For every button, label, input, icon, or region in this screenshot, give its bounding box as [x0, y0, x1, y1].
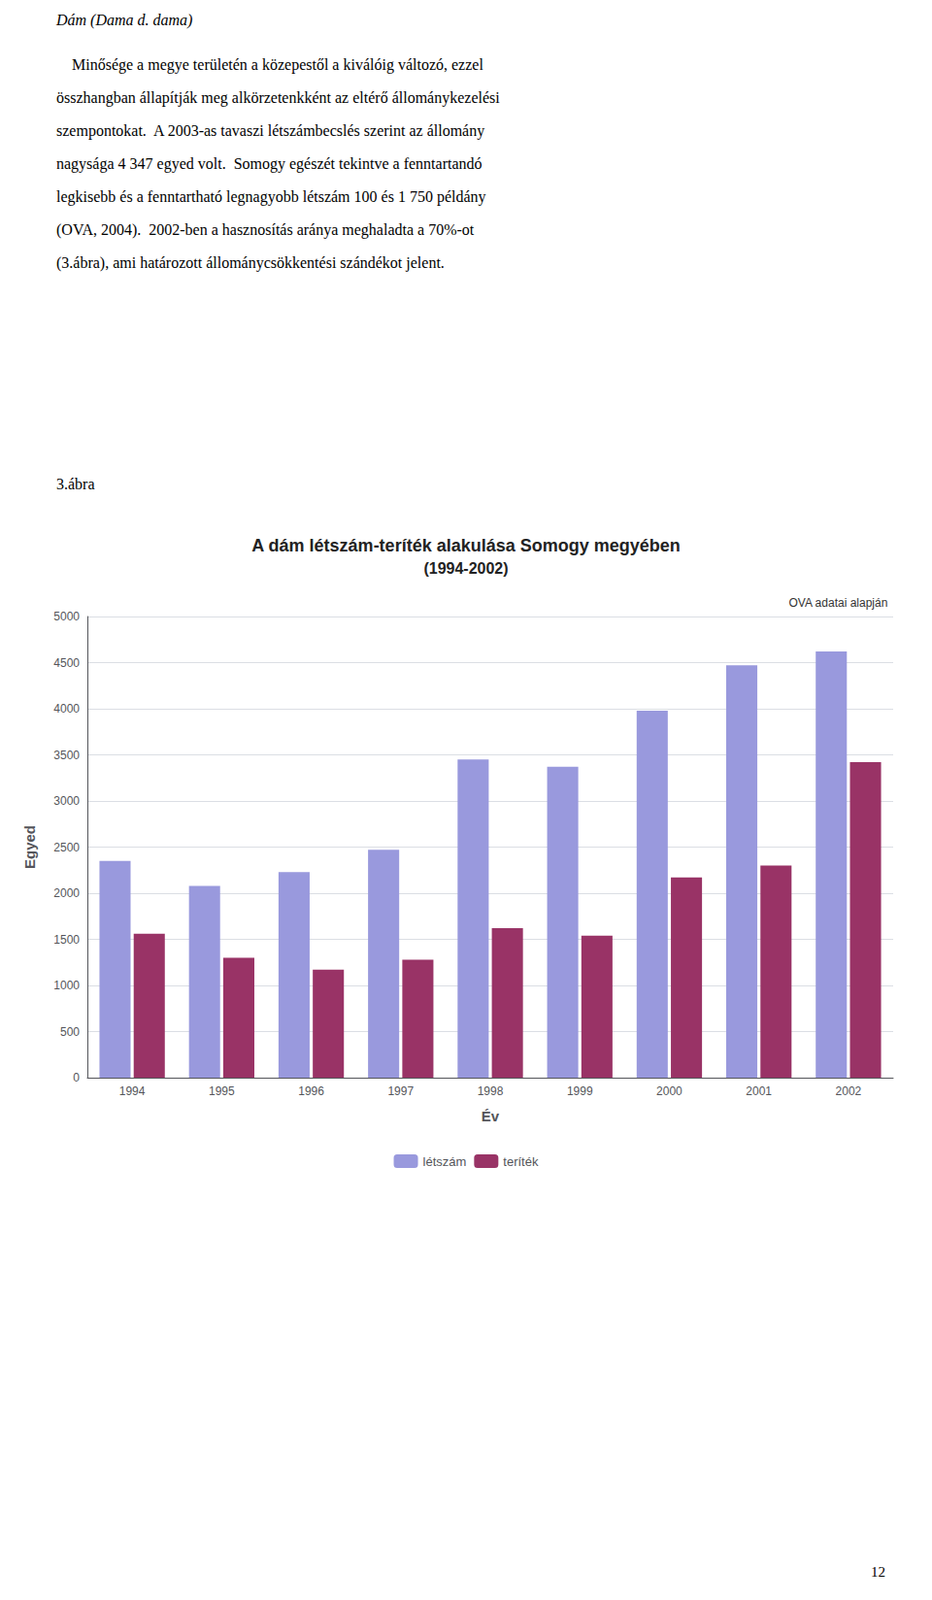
html-text:nagysága 4 347 egyed volt. Som: nagysága 4 347 egyed volt. Somogy egészé… — [56, 155, 483, 172]
svg-text:1500: 1500 — [53, 932, 80, 947]
svg-text:1998: 1998 — [477, 1084, 504, 1099]
svg-text:0: 0 — [72, 1070, 80, 1085]
html-text:(OVA, 2004). 2002-ben a haszno: (OVA, 2004). 2002-ben a hasznosítás arán… — [56, 221, 475, 238]
html-text:összhangban állapítják meg alk: összhangban állapítják meg alkörzetenkké… — [56, 89, 500, 106]
svg-text:4500: 4500 — [53, 656, 80, 670]
svg-text:létszám: létszám — [423, 1154, 467, 1169]
svg-text:Év: Év — [481, 1107, 500, 1125]
svg-text:1994: 1994 — [119, 1084, 146, 1099]
svg-text:A dám létszám-teríték alakulás: A dám létszám-teríték alakulása Somogy m… — [251, 535, 681, 556]
html-text:12: 12 — [870, 1564, 886, 1580]
svg-text:2001: 2001 — [745, 1084, 772, 1099]
html-text:Minősége a megye területén a k: Minősége a megye területén a közepestől … — [56, 56, 484, 73]
svg-text:2000: 2000 — [656, 1084, 683, 1099]
svg-text:3000: 3000 — [53, 794, 80, 808]
svg-text:2000: 2000 — [53, 886, 80, 900]
svg-text:2500: 2500 — [53, 840, 80, 855]
html-text:Dám (Dama d. dama): Dám (Dama d. dama) — [56, 11, 193, 29]
svg-text:500: 500 — [60, 1025, 80, 1039]
svg-text:1000: 1000 — [53, 978, 80, 993]
svg-text:teríték: teríték — [502, 1154, 539, 1169]
svg-text:1995: 1995 — [208, 1084, 235, 1099]
svg-text:(1994-2002): (1994-2002) — [423, 560, 508, 577]
svg-text:OVA adatai alapján: OVA adatai alapján — [788, 596, 888, 610]
svg-text:1997: 1997 — [387, 1084, 414, 1099]
svg-text:5000: 5000 — [53, 609, 80, 624]
html-text:(3.ábra), ami határozott állom: (3.ábra), ami határozott állománycsökken… — [56, 254, 445, 271]
svg-text:2002: 2002 — [835, 1084, 863, 1099]
html-text:3.ábra: 3.ábra — [56, 475, 95, 493]
html-text:szempontokat. A 2003-as tavasz: szempontokat. A 2003-as tavaszi létszámb… — [56, 122, 485, 139]
svg-text:Egyed: Egyed — [21, 825, 38, 869]
svg-text:1996: 1996 — [298, 1084, 325, 1099]
svg-text:1999: 1999 — [566, 1084, 594, 1099]
html-text:legkisebb és a fenntartható le: legkisebb és a fenntartható legnagyobb l… — [56, 188, 486, 205]
svg-text:4000: 4000 — [53, 701, 80, 716]
svg-text:3500: 3500 — [53, 748, 80, 763]
